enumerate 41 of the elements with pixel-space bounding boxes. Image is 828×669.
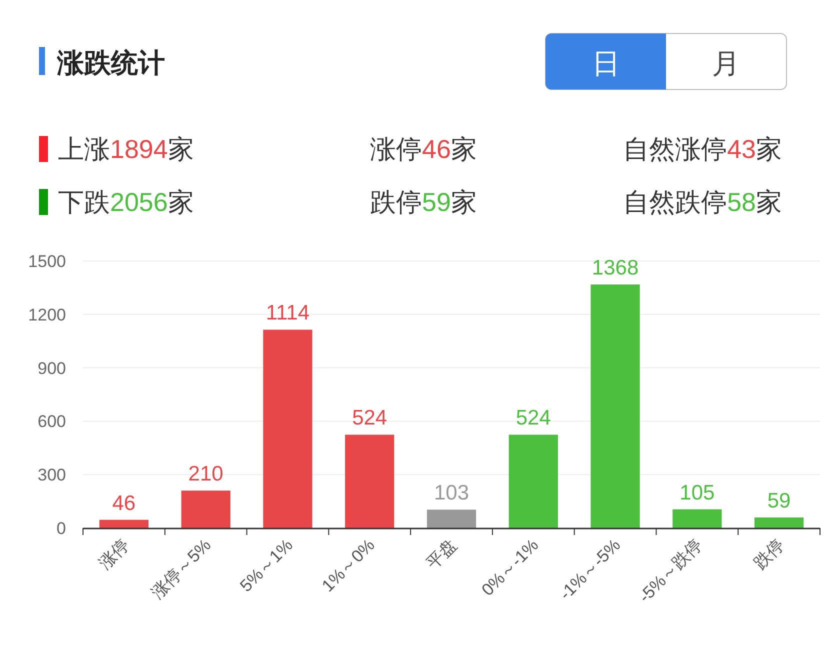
chart-title: 涨跌统计	[56, 48, 165, 78]
data-label: 59	[767, 490, 791, 512]
bar	[345, 434, 394, 528]
data-label: 105	[680, 481, 715, 504]
text: 涨停46家	[370, 134, 477, 164]
toggle: 日 月	[545, 33, 787, 90]
x-tick-label: -1%～-5%	[556, 535, 624, 604]
bar	[672, 509, 722, 528]
x-tick-label: 1%～0%	[318, 535, 378, 596]
x-tick-label: 0%～-1%	[478, 535, 542, 600]
bar	[426, 510, 476, 528]
text: 下跌2056家	[58, 187, 194, 217]
y-tick-label: 0	[56, 519, 66, 538]
x-tick-label: 平盘	[422, 535, 460, 573]
bar	[508, 434, 558, 528]
bar	[99, 520, 149, 528]
data-label: 524	[352, 406, 388, 430]
text: 自然跌停58家	[623, 187, 782, 217]
data-label: 1368	[592, 256, 639, 280]
data-label: 103	[434, 482, 470, 505]
text: 上涨1894家	[58, 134, 194, 164]
y-tick-label: 1500	[28, 252, 66, 271]
x-tick-label: 涨停～5%	[148, 535, 215, 602]
text: 跌停59家	[370, 187, 477, 217]
bar	[181, 490, 230, 528]
x-tick-label: 涨停	[95, 535, 133, 573]
y-tick-label: 1200	[28, 305, 66, 324]
bar	[263, 330, 312, 528]
x-tick-label: 5%～1%	[236, 535, 297, 596]
y-tick-label: 300	[38, 466, 66, 485]
text: 自然涨停43家	[623, 134, 782, 164]
y-tick-label: 600	[38, 412, 66, 432]
data-label: 210	[188, 462, 224, 486]
x-tick-label: -5%～跌停	[635, 535, 706, 606]
data-label: 524	[516, 406, 552, 430]
data-label: 46	[112, 492, 136, 515]
y-tick-label: 900	[38, 358, 66, 378]
bar	[754, 518, 804, 528]
x-tick-label: 跌停	[750, 535, 788, 573]
data-label: 1114	[266, 302, 310, 325]
bar	[590, 284, 640, 528]
